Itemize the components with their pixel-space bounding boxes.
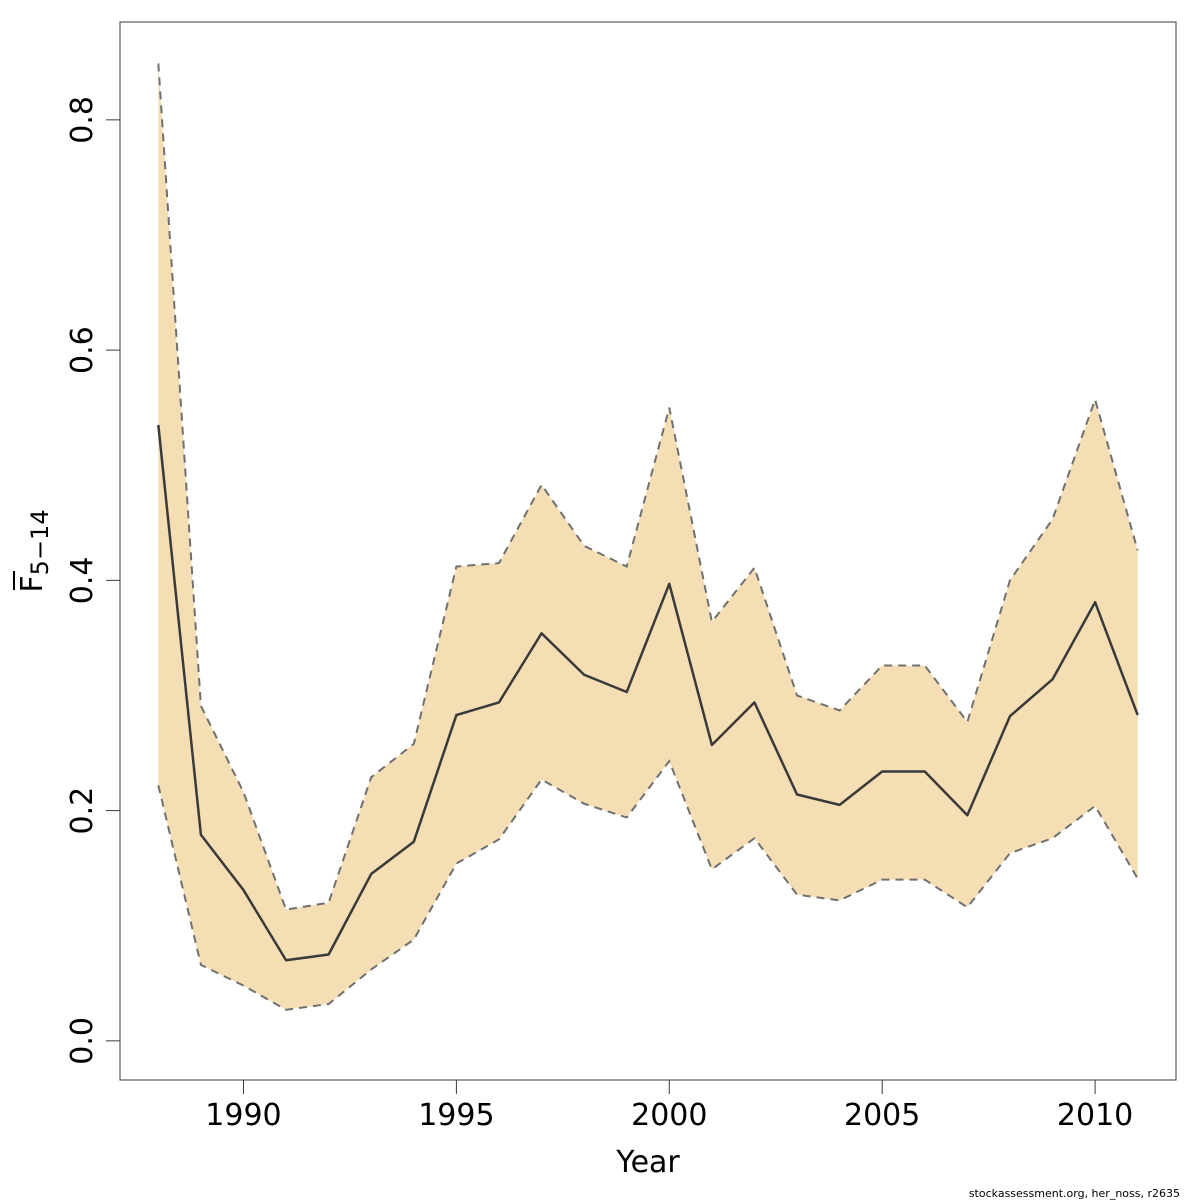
- y-tick-label: 0.8: [65, 96, 100, 144]
- upper-bound-line: [157, 63, 1139, 911]
- x-tick-label: 2000: [631, 1098, 707, 1133]
- y-axis-title-base: F: [15, 575, 50, 592]
- confidence-band-area: [158, 63, 1138, 1010]
- y-tick-label: 0.0: [65, 1017, 100, 1065]
- lower-bound-line: [157, 759, 1139, 1011]
- x-tick-label: 1995: [418, 1098, 494, 1133]
- x-tick-label: 2005: [844, 1098, 920, 1133]
- x-tick-label: 2010: [1057, 1098, 1133, 1133]
- svg-text:F5−14: F5−14: [15, 509, 54, 592]
- y-tick-label: 0.4: [65, 556, 100, 604]
- estimate-series: [157, 424, 1139, 962]
- x-tick-label: 1990: [205, 1098, 281, 1133]
- y-axis-title-subscript: 5−14: [26, 509, 54, 575]
- y-axis: 0.0 0.2 0.4 0.6 0.8: [65, 96, 120, 1065]
- y-tick-label: 0.6: [65, 326, 100, 374]
- y-tick-label: 0.2: [65, 787, 100, 835]
- confidence-band: [157, 63, 1139, 1011]
- estimate-line: [157, 424, 1139, 962]
- x-axis: 1990 1995 2000 2005 2010: [205, 1080, 1133, 1133]
- y-axis-title: F5−14: [13, 509, 54, 593]
- x-axis-title: Year: [615, 1145, 680, 1180]
- credit-text: stockassessment.org, her_noss, r2635: [969, 1187, 1180, 1200]
- plot-frame: [119, 21, 1177, 1081]
